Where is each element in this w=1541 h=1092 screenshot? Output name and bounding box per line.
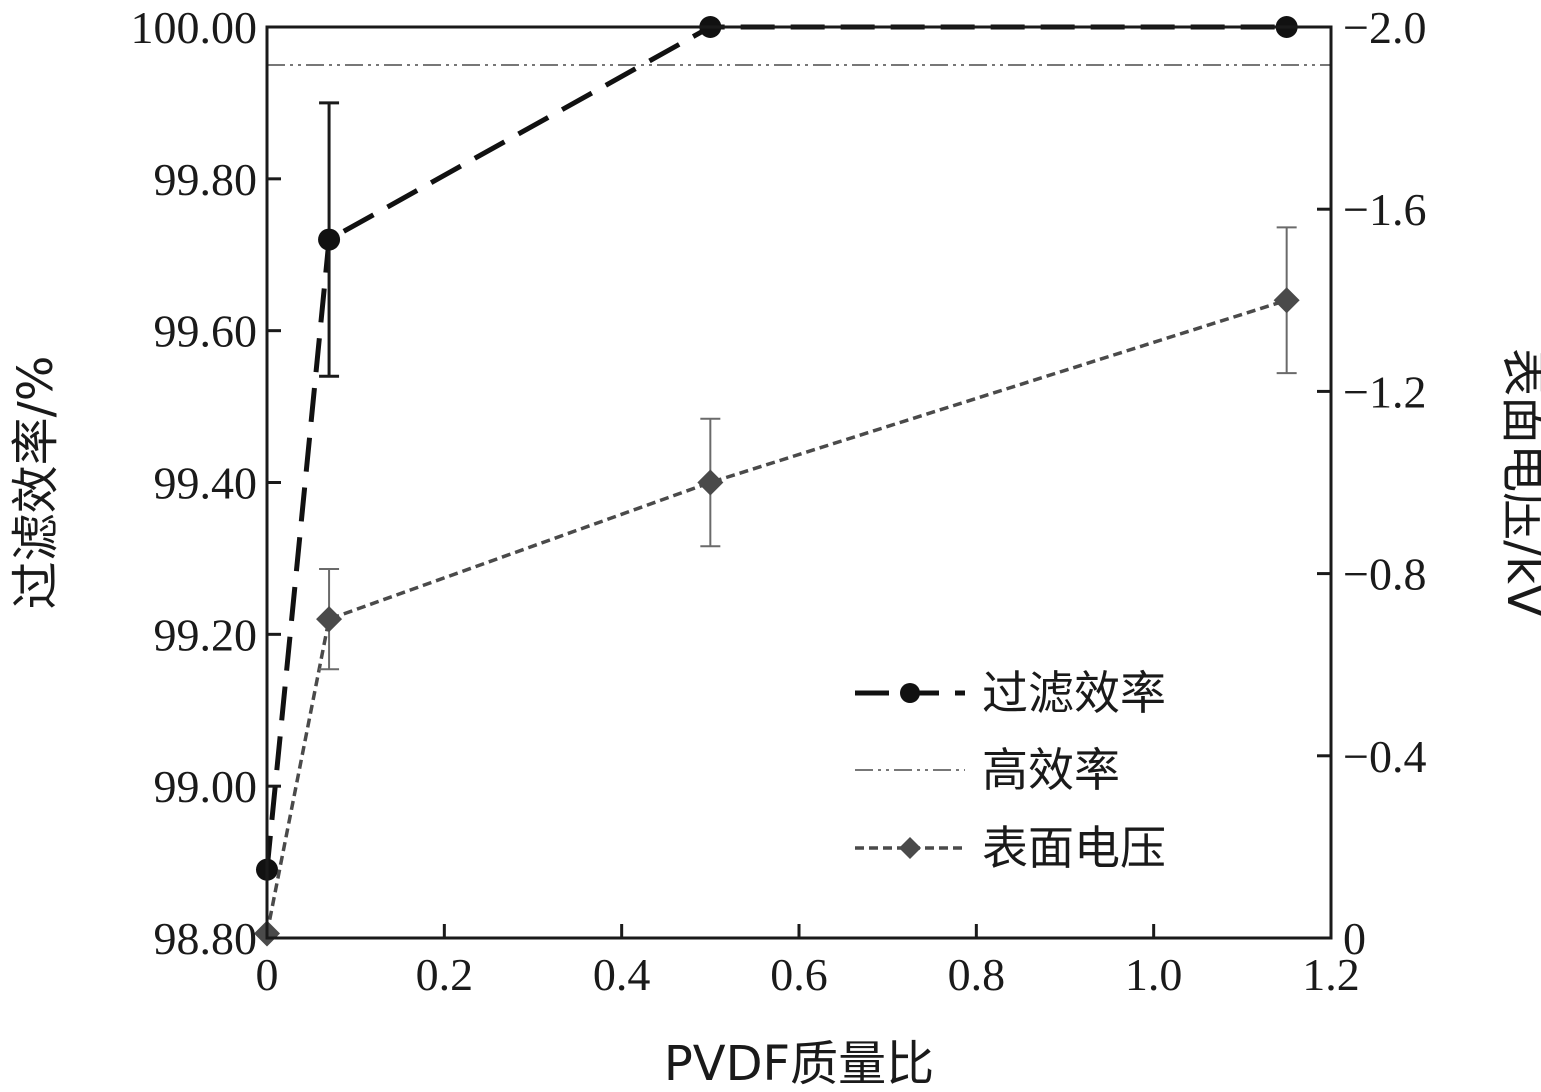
y-left-axis-title: 过滤效率/% bbox=[8, 356, 64, 610]
plot-frame bbox=[265, 25, 1333, 940]
legend-marker-circle bbox=[900, 683, 920, 703]
y-right-tick-label: −1.6 bbox=[1343, 184, 1426, 235]
y-left-tick-label: 98.80 bbox=[154, 913, 258, 964]
series-line-2 bbox=[265, 298, 1288, 934]
y-left-tick-label: 99.20 bbox=[154, 609, 258, 660]
data-point-circle bbox=[318, 228, 341, 251]
y-left-tick-label: 100.00 bbox=[131, 2, 258, 53]
x-axis-title: PVDF质量比 bbox=[664, 1036, 934, 1092]
series-line-0 bbox=[264, 24, 1287, 870]
data-point-diamond bbox=[316, 606, 343, 633]
legend-marker-diamond bbox=[899, 837, 921, 859]
legend-label-1: 高效率 bbox=[982, 743, 1120, 797]
x-tick-label: 0.8 bbox=[948, 949, 1006, 1000]
x-tick-label: 0.4 bbox=[593, 949, 651, 1000]
y-right-axis-title: 表面电压/kV bbox=[1496, 348, 1541, 617]
y-left-tick-label: 99.80 bbox=[154, 154, 258, 205]
y-right-tick-label: 0 bbox=[1343, 913, 1366, 964]
plot-series bbox=[254, 16, 1331, 947]
x-tick-label: 1.0 bbox=[1125, 949, 1183, 1000]
x-tick-label: 1.2 bbox=[1302, 949, 1360, 1000]
axis-ticks: 0 0.2 0.4 0.6 0.8 1.0 1.2 98.80 99.00 99.20 99.40 9… bbox=[131, 2, 1427, 1000]
legend-label-0: 过滤效率 bbox=[982, 666, 1166, 720]
data-point-diamond bbox=[697, 469, 724, 496]
y-left-tick-label: 99.60 bbox=[154, 306, 258, 357]
x-tick-label: 0 bbox=[256, 949, 279, 1000]
data-point-diamond bbox=[1273, 287, 1300, 314]
y-right-tick-label: −2.0 bbox=[1343, 2, 1426, 53]
y-left-tick-label: 99.40 bbox=[154, 458, 258, 509]
y-right-tick-label: −0.4 bbox=[1343, 731, 1426, 782]
y-right-tick-label: −0.8 bbox=[1343, 549, 1426, 600]
y-right-tick-label: −1.2 bbox=[1343, 366, 1426, 417]
y-left-tick-label: 99.00 bbox=[154, 761, 258, 812]
x-tick-label: 0.6 bbox=[770, 949, 828, 1000]
x-tick-label: 0.2 bbox=[416, 949, 474, 1000]
legend-label-2: 表面电压 bbox=[982, 821, 1166, 875]
